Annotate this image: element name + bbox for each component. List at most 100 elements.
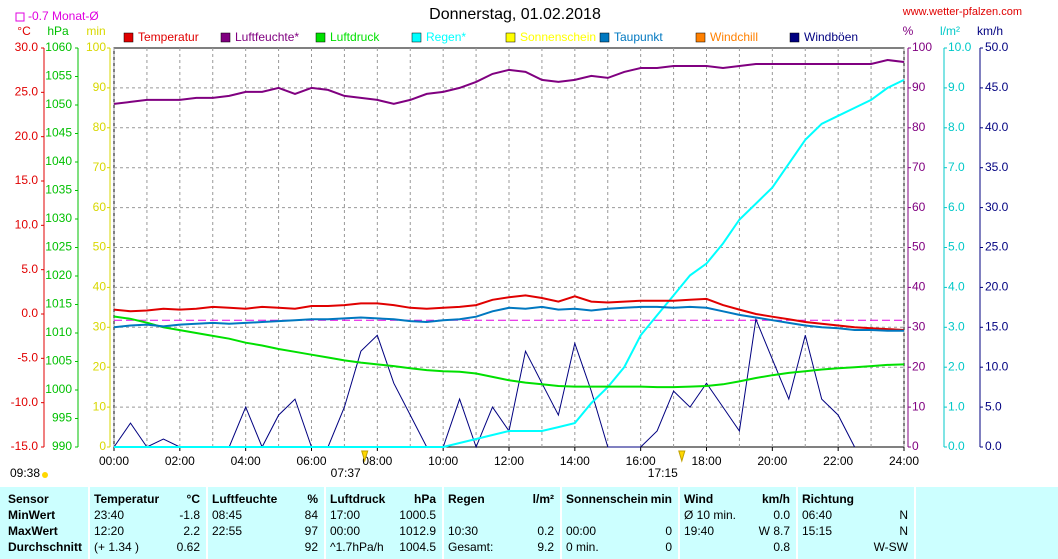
y-tick-label: 995	[52, 411, 72, 425]
x-tick-label: 04:00	[231, 454, 261, 468]
table-cell: MaxWert	[8, 524, 58, 538]
y-tick-label: 50	[912, 240, 926, 254]
series-line	[113, 317, 856, 449]
y-tick-label: 0.0	[948, 439, 965, 453]
y-tick-label: 0	[99, 439, 106, 453]
table-cell: 0	[665, 540, 672, 554]
separator	[206, 487, 208, 559]
table-cell: Gesamt:	[448, 540, 494, 554]
y-tick-label: 1045	[45, 126, 72, 140]
y-tick-label: 40	[93, 280, 107, 294]
y-tick-label: 60	[93, 200, 107, 214]
monthly-average-icon	[15, 12, 25, 22]
table-cell: Sonnenschein	[566, 492, 649, 506]
y-tick-label: 70	[912, 160, 926, 174]
x-tick-label: 00:00	[99, 454, 129, 468]
x-tick-label: 08:00	[362, 454, 392, 468]
x-tick-label: 02:00	[165, 454, 195, 468]
y-tick-label: 100	[86, 40, 106, 54]
separator	[796, 487, 798, 559]
legend-swatch	[411, 32, 422, 43]
y-tick-label: -10.0	[11, 395, 39, 409]
table-cell: 00:00	[330, 524, 361, 538]
table-cell: km/h	[761, 492, 790, 506]
y-tick-label: 10	[93, 399, 107, 413]
x-tick-label: 24:00	[889, 454, 919, 468]
y-tick-label: 2.0	[948, 359, 965, 373]
table-cell: 0.62	[176, 540, 200, 554]
table-cell: 0 min.	[566, 540, 599, 554]
axis-unit: km/h	[977, 24, 1003, 38]
y-tick-label: 1015	[45, 297, 72, 311]
y-tick-label: 25.0	[15, 85, 39, 99]
table-cell: (+ 1.34 )	[94, 540, 140, 554]
series-line	[114, 79, 905, 448]
source: www.wetter-pfalzen.com	[902, 6, 1022, 18]
table-cell: Durchschnitt	[8, 540, 83, 554]
y-tick-label: 40	[912, 280, 926, 294]
table-cell: 17:00	[330, 508, 361, 522]
y-tick-label: 20	[912, 359, 926, 373]
daylight-icon	[42, 472, 48, 478]
table-cell: MinWert	[8, 508, 56, 522]
y-tick-label: 20	[93, 359, 107, 373]
legend-label: Temperatur	[138, 30, 199, 44]
y-tick-label: 35.0	[985, 160, 1009, 174]
y-tick-label: 0	[912, 439, 919, 453]
table-cell: 08:45	[212, 508, 243, 522]
table-cell: Luftfeuchte	[212, 492, 278, 506]
table-cell: 0.0	[773, 508, 790, 522]
legend-label: Windchill	[710, 30, 758, 44]
legend-swatch	[505, 32, 516, 43]
table-cell: °C	[186, 492, 200, 506]
table-cell: N	[899, 524, 908, 538]
table-cell: min	[650, 492, 672, 506]
y-tick-label: 1055	[45, 69, 72, 83]
y-tick-label: 4.0	[948, 280, 965, 294]
y-tick-label: 5.0	[948, 240, 965, 254]
table-cell: W-SW	[873, 540, 908, 554]
y-tick-label: 30.0	[985, 200, 1009, 214]
y-tick-label: 1.0	[948, 399, 965, 413]
y-tick-label: 1005	[45, 354, 72, 368]
table-cell: 2.2	[183, 524, 200, 538]
y-tick-label: 20.0	[15, 129, 39, 143]
table-cell: 23:40	[94, 508, 125, 522]
separator	[678, 487, 680, 559]
table-cell: 12:20	[94, 524, 125, 538]
y-tick-label: 10	[912, 399, 926, 413]
y-tick-label: 30.0	[15, 40, 39, 54]
table-cell: Ø 10 min.	[684, 508, 737, 522]
table-cell: 1000.5	[399, 508, 436, 522]
table-cell: 84	[304, 508, 318, 522]
y-tick-label: 20.0	[985, 280, 1009, 294]
table-cell: 10:30	[448, 524, 479, 538]
y-tick-label: 1035	[45, 183, 72, 197]
y-tick-label: 6.0	[948, 200, 965, 214]
x-tick-label: 10:00	[428, 454, 458, 468]
y-tick-label: 9.0	[948, 80, 965, 94]
legend-label: Sonnenschein	[520, 30, 596, 44]
table-cell: 97	[304, 524, 318, 538]
table-cell: ^1.7hPa/h	[330, 540, 384, 554]
legend-label: Taupunkt	[614, 30, 663, 44]
y-tick-label: 15.0	[985, 319, 1009, 333]
series-line	[113, 305, 904, 332]
y-tick-label: 1050	[45, 97, 72, 111]
y-tick-label: 70	[93, 160, 107, 174]
sun-label: 07:37	[331, 466, 361, 480]
table-cell: N	[899, 508, 908, 522]
axis-unit: min	[86, 24, 105, 38]
x-tick-label: 14:00	[560, 454, 590, 468]
separator	[560, 487, 562, 559]
y-tick-label: -15.0	[11, 439, 39, 453]
y-tick-label: 1000	[45, 382, 72, 396]
table-cell: Temperatur	[94, 492, 160, 506]
y-tick-label: 0.0	[21, 306, 38, 320]
legend-swatch	[695, 32, 706, 43]
y-tick-label: 1030	[45, 211, 72, 225]
table-cell: Regen	[448, 492, 485, 506]
axis-unit: %	[903, 24, 914, 38]
legend-label: Regen*	[426, 30, 466, 44]
